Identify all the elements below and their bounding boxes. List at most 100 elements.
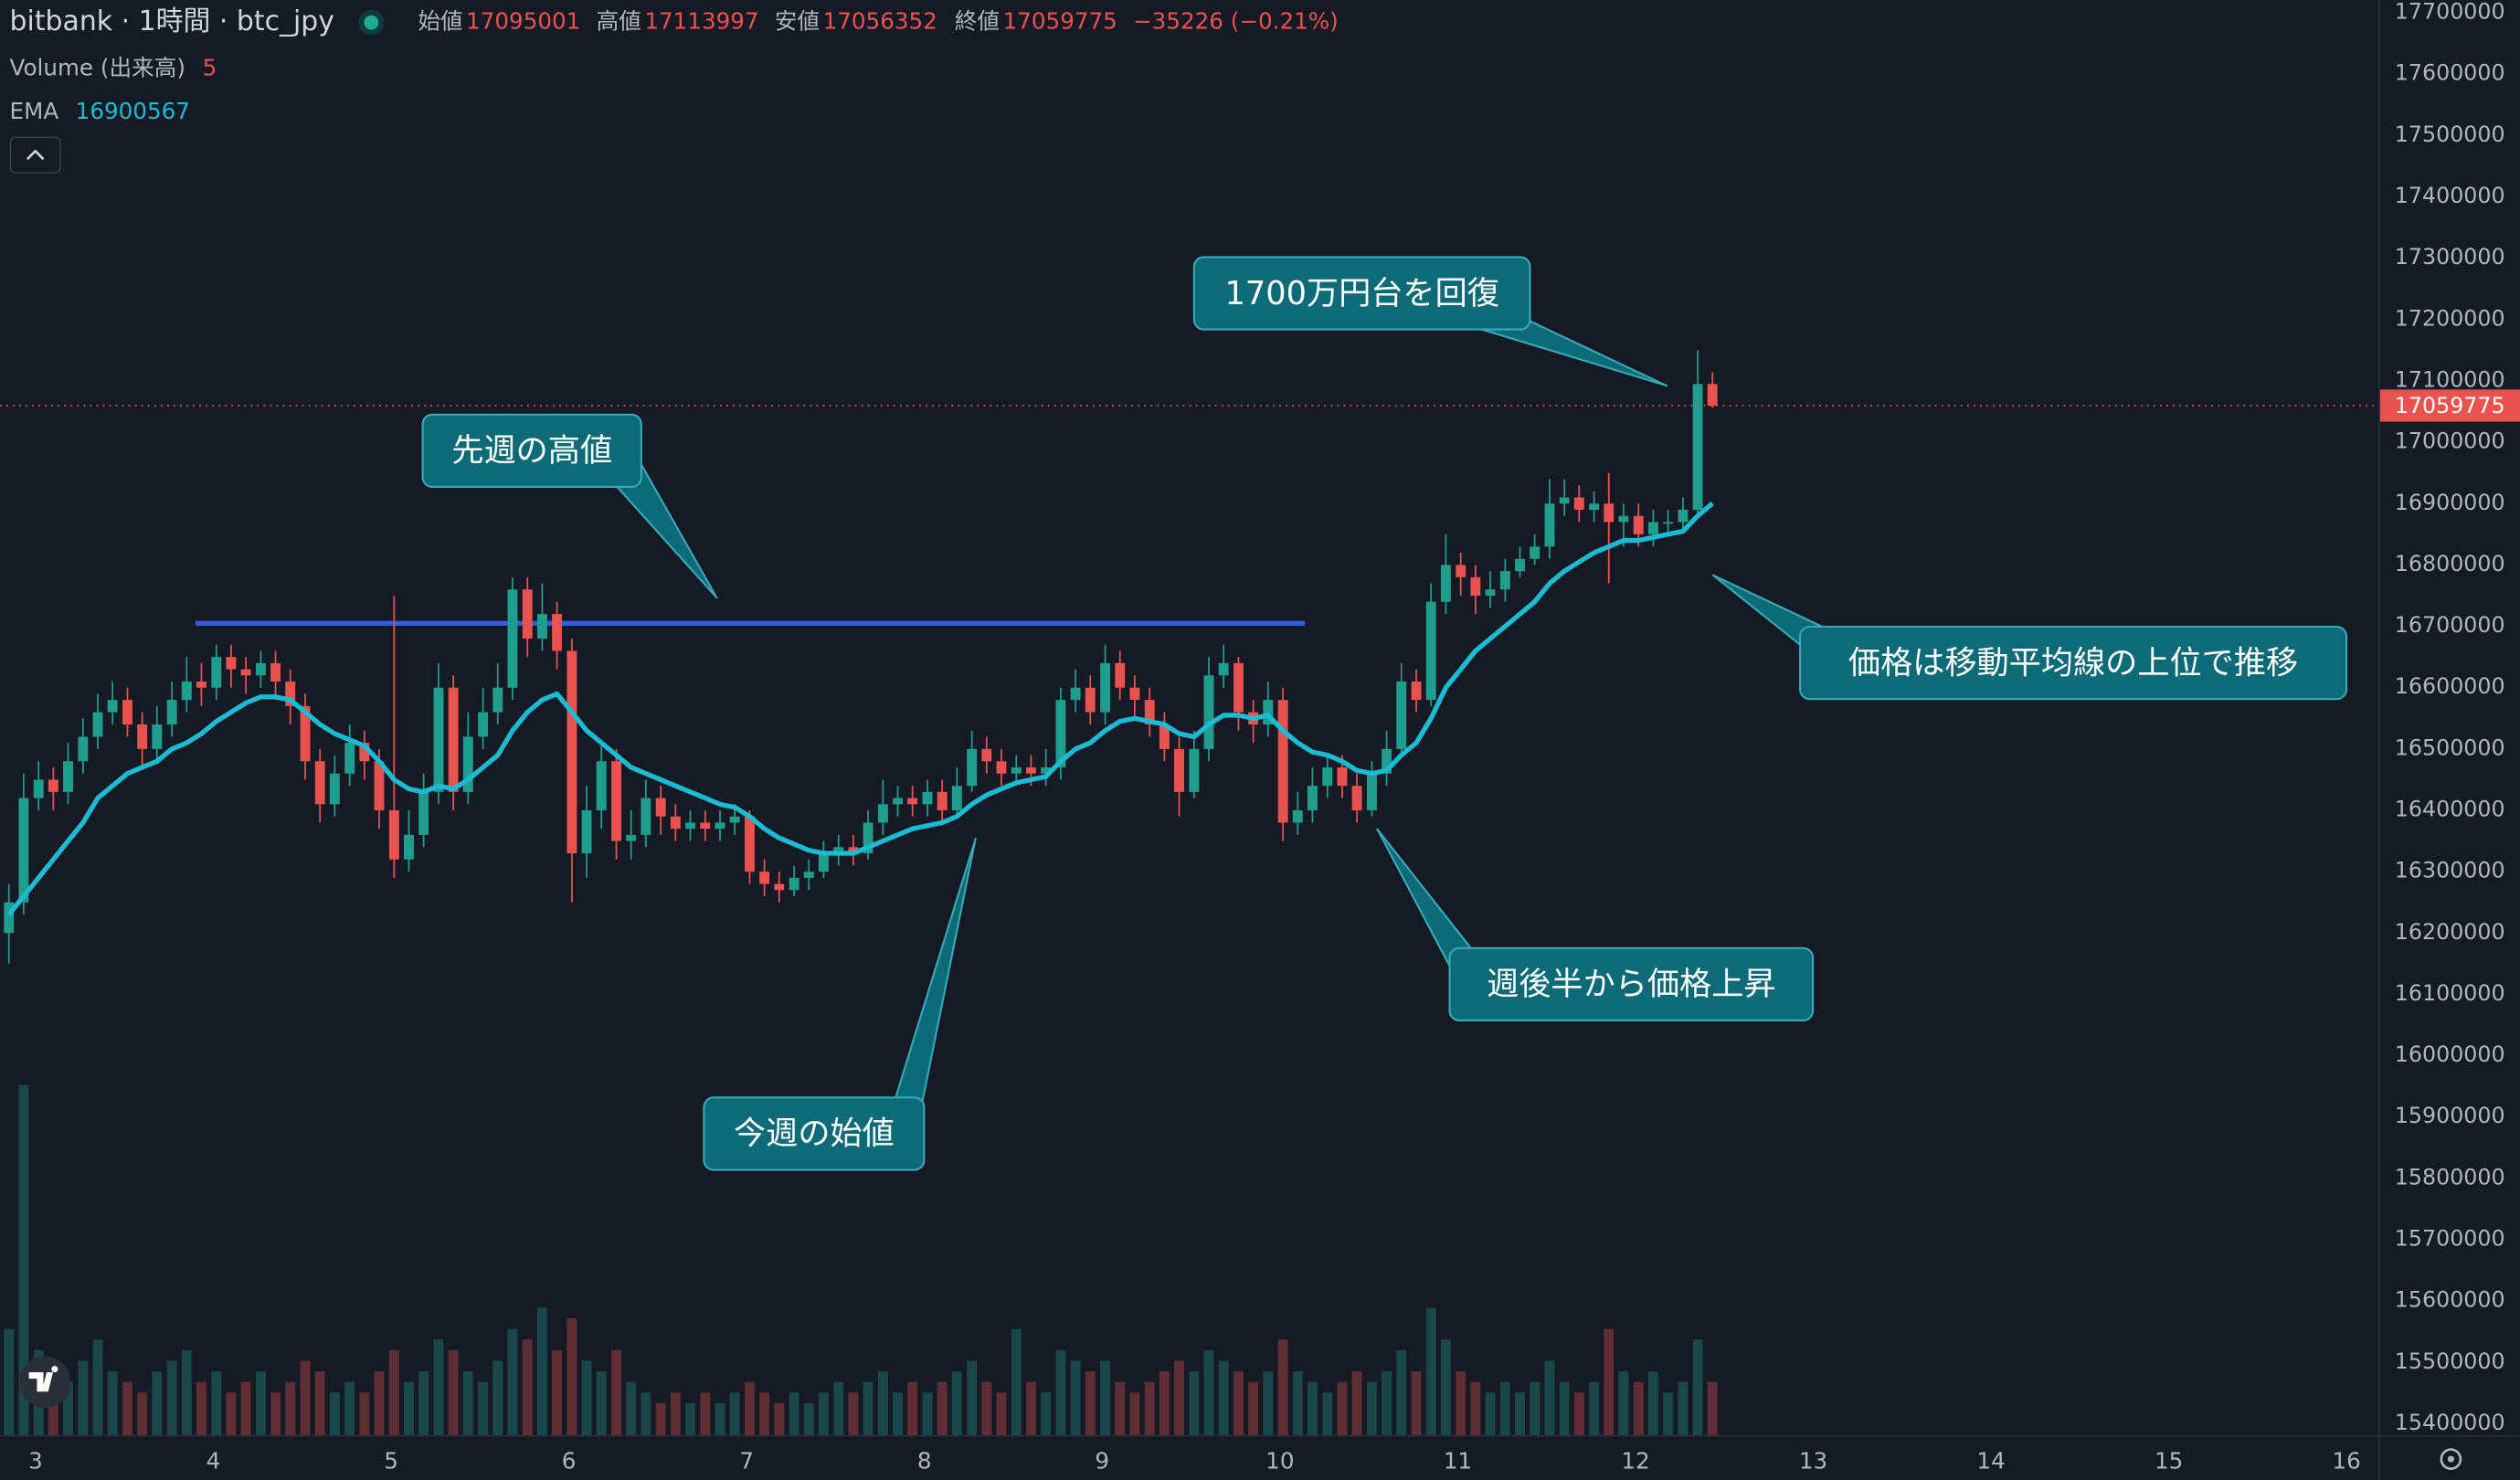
volume-bar	[1100, 1360, 1111, 1435]
candle-body	[1307, 786, 1318, 810]
candle-body	[92, 712, 103, 737]
volume-bar	[1425, 1307, 1436, 1435]
candle-body	[1129, 687, 1140, 701]
y-tick-label: 15900000	[2395, 1103, 2505, 1128]
high-value: 17113997	[644, 8, 758, 35]
callout-text: 先週の高値	[451, 432, 612, 470]
candle-body	[433, 687, 444, 792]
volume-bar	[1011, 1328, 1022, 1435]
candle-body	[1544, 503, 1555, 547]
y-tick-label: 15500000	[2395, 1348, 2505, 1374]
x-tick-label: 4	[206, 1448, 221, 1475]
volume-bar	[462, 1371, 473, 1435]
close-value: 17059775	[1003, 8, 1117, 35]
candle-body	[226, 657, 237, 670]
settings-icon[interactable]	[2440, 1448, 2462, 1470]
candle-body	[1159, 724, 1170, 749]
volume-bar	[1351, 1371, 1362, 1435]
y-tick-label: 15800000	[2395, 1164, 2505, 1189]
candle-body	[1085, 687, 1096, 713]
volume-bar	[181, 1349, 192, 1435]
volume-bar	[536, 1307, 547, 1435]
candle-body	[448, 687, 459, 792]
candle-body	[877, 804, 888, 823]
volume-bar	[566, 1318, 577, 1435]
candle-body	[1277, 700, 1288, 823]
candle-body	[937, 791, 948, 810]
candle-body	[996, 761, 1007, 774]
candle-body	[1499, 571, 1510, 590]
candle-body	[478, 712, 489, 737]
volume-bar	[1337, 1381, 1348, 1435]
volume-bar	[670, 1392, 681, 1435]
volume-bar	[359, 1392, 370, 1435]
volume-bar	[344, 1381, 355, 1435]
volume-bar	[1085, 1371, 1096, 1435]
volume-bar	[507, 1328, 518, 1435]
volume-bar	[1440, 1339, 1451, 1435]
candle-body	[211, 657, 222, 688]
volume-bar	[863, 1381, 874, 1435]
candle-body	[818, 853, 829, 872]
volume-bar	[448, 1349, 459, 1435]
x-tick-label: 7	[739, 1448, 754, 1475]
candle-body	[774, 883, 785, 891]
volume-bar	[1322, 1392, 1333, 1435]
volume-bar	[1277, 1339, 1288, 1435]
candle-body	[507, 589, 518, 688]
candle-body	[1337, 766, 1348, 787]
volume-bar	[1573, 1392, 1584, 1435]
x-tick-label: 14	[1976, 1448, 2005, 1475]
volume-bar	[552, 1349, 563, 1435]
y-tick-label: 16300000	[2395, 858, 2505, 883]
candle-body	[1470, 576, 1481, 596]
candle-body	[1100, 662, 1111, 713]
volume-bar	[78, 1360, 89, 1435]
y-tick-label: 16500000	[2395, 735, 2505, 760]
volume-bar	[596, 1371, 607, 1435]
candle-body	[789, 877, 799, 891]
candle-body	[1070, 687, 1081, 701]
collapse-button[interactable]	[9, 136, 61, 174]
x-tick-label: 12	[1621, 1448, 1649, 1475]
volume-bar	[107, 1371, 118, 1435]
candle-body	[1456, 565, 1466, 577]
x-tick-label: 8	[917, 1448, 932, 1475]
x-tick-label: 10	[1265, 1448, 1294, 1475]
volume-bar	[285, 1381, 296, 1435]
volume-bar	[967, 1360, 978, 1435]
volume-bar	[1234, 1371, 1244, 1435]
candle-body	[1218, 662, 1229, 676]
y-tick-label: 15700000	[2395, 1226, 2505, 1252]
main-layer	[0, 350, 2379, 964]
candle-body	[1530, 546, 1541, 559]
candle-body	[1025, 766, 1036, 774]
volume-bar	[1292, 1371, 1303, 1435]
callout-text: 週後半から価格上昇	[1487, 966, 1775, 1003]
candle-body	[78, 736, 89, 762]
candle-body	[240, 669, 251, 676]
y-tick-label: 17500000	[2395, 122, 2505, 147]
volume-bar	[388, 1349, 399, 1435]
candle-body	[922, 791, 933, 805]
candle-body	[1559, 497, 1570, 504]
volume-bar	[745, 1381, 755, 1435]
candle-body	[196, 681, 206, 688]
candle-body	[596, 761, 607, 810]
volume-bar	[1307, 1381, 1318, 1435]
candle-body	[1351, 786, 1362, 810]
x-tick-label: 13	[1799, 1448, 1827, 1475]
candle-body	[581, 809, 592, 854]
volume-bar	[1678, 1381, 1689, 1435]
volume-bar	[1411, 1371, 1422, 1435]
candle-body	[1663, 522, 1674, 524]
volume-value: 5	[203, 55, 217, 81]
candle-body	[1425, 601, 1436, 701]
candle-body	[981, 748, 992, 762]
candle-body	[1573, 497, 1584, 510]
candle-body	[1011, 766, 1022, 774]
candle-body	[759, 872, 770, 884]
y-tick-label: 17600000	[2395, 60, 2505, 86]
volume-bar	[196, 1381, 206, 1435]
candle-body	[314, 761, 325, 805]
